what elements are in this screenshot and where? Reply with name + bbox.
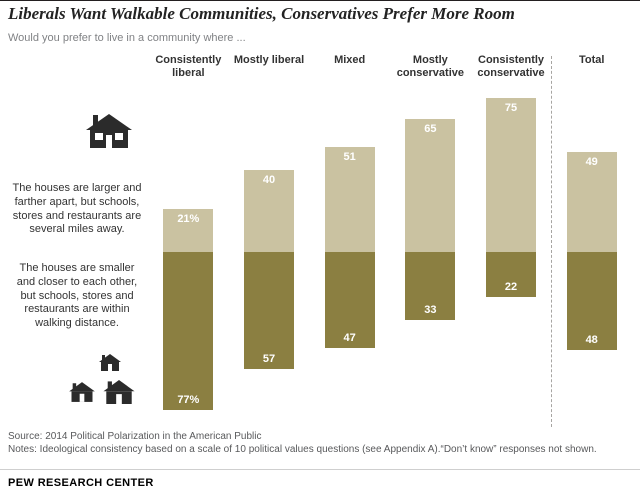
brand-label: PEW RESEARCH CENTER	[8, 477, 154, 489]
bar-column: Consistently conservative 75 22	[471, 52, 552, 427]
bar-value-label: 49	[585, 156, 598, 168]
bar-value-label: 21%	[177, 213, 200, 225]
bar-value-label: 47	[343, 332, 356, 344]
bar-column: Mostly liberal 40 57	[229, 52, 310, 427]
source-line: Source: 2014 Political Polarization in t…	[8, 431, 262, 442]
bar-area: 75 22	[471, 90, 552, 427]
column-header: Mostly conservative	[396, 54, 464, 80]
small-house-icon	[69, 382, 95, 402]
bar-segment-larger-farther: 65	[405, 119, 456, 252]
column-header: Consistently conservative	[477, 54, 545, 80]
notes-line: Notes: Ideological consistency based on …	[8, 443, 597, 455]
bar-area: 40 57	[229, 90, 310, 427]
small-house-icon	[99, 354, 121, 371]
bar-value-label: 65	[424, 123, 437, 135]
bar-column: Consistently liberal 21% 77%	[148, 52, 229, 427]
bar-value-label: 75	[504, 102, 518, 114]
top-rule	[0, 0, 640, 1]
bar-segment-larger-farther: 75	[486, 98, 537, 252]
chart-legend: The houses are larger and farther apart,…	[8, 52, 148, 427]
chart-title: Liberals Want Walkable Communities, Cons…	[8, 4, 515, 23]
bar-value-label: 40	[262, 174, 276, 186]
column-header: Mixed	[334, 54, 366, 66]
bar-area: 65 33	[390, 90, 471, 427]
bar-segment-smaller-closer: 33	[405, 252, 456, 320]
bar-value-label: 48	[585, 334, 598, 346]
column-header: Consistently liberal	[155, 54, 222, 80]
bar-column: Total 49 48	[551, 52, 632, 427]
bar-segment-smaller-closer: 77%	[163, 252, 214, 410]
bar-segment-larger-farther: 49	[566, 152, 617, 252]
bar-segment-smaller-closer: 57	[244, 252, 294, 369]
footer-rule	[0, 469, 640, 470]
bar-value-label: 51	[343, 151, 356, 163]
bar-segment-smaller-closer: 22	[486, 252, 537, 297]
small-house-icon	[103, 380, 135, 404]
column-header: Mostly liberal	[233, 54, 305, 66]
chart-subtitle: Would you prefer to live in a community …	[8, 32, 246, 44]
bar-segment-larger-farther: 40	[244, 170, 294, 252]
bar-column: Mostly conservative 65 33	[390, 52, 471, 427]
bar-column: Mixed 51 47	[309, 52, 390, 427]
legend-larger-text: The houses are larger and farther apart,…	[12, 182, 142, 236]
column-header: Total	[578, 54, 605, 66]
bar-columns: Consistently liberal 21% 77% Mostly liberal…	[148, 52, 632, 427]
bar-area: 49 48	[551, 90, 632, 427]
chart-area: The houses are larger and farther apart,…	[8, 52, 632, 427]
bar-area: 21% 77%	[148, 90, 229, 427]
bar-value-label: 57	[262, 353, 276, 365]
chart-notes: Source: 2014 Political Polarization in t…	[8, 431, 632, 457]
bar-segment-larger-farther: 21%	[163, 209, 214, 252]
bar-value-label: 33	[424, 304, 437, 316]
bar-segment-larger-farther: 51	[324, 147, 375, 252]
legend-smaller-text: The houses are smaller and closer to eac…	[16, 262, 138, 329]
bar-value-label: 77%	[177, 394, 200, 406]
bar-segment-smaller-closer: 47	[324, 252, 375, 348]
large-house-icon	[86, 114, 132, 148]
bar-segment-smaller-closer: 48	[566, 252, 617, 350]
bar-value-label: 22	[504, 281, 518, 293]
bar-area: 51 47	[309, 90, 390, 427]
